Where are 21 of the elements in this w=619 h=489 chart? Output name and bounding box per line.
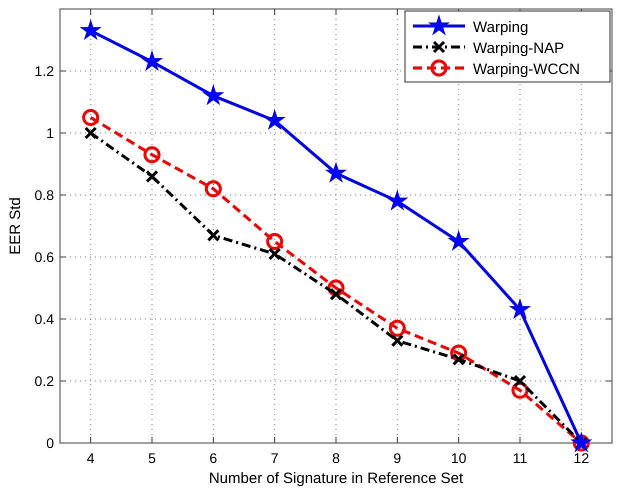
y-axis-title: EER Std [7,197,24,255]
x-tick-label: 4 [86,450,95,466]
y-tick-label: 0.6 [34,249,54,265]
x-tick-label: 5 [148,450,156,466]
x-tick-label: 11 [512,450,528,466]
y-tick-label: 0 [46,435,54,451]
x-tick-label: 7 [270,450,279,466]
x-tick-label: 6 [209,450,218,466]
y-tick-label: 0.8 [34,187,54,203]
legend-label: Warping-NAP [473,40,564,57]
x-axis-title: Number of Signature in Reference Set [208,470,464,487]
x-tick-label: 12 [574,450,590,466]
y-tick-label: 1.2 [34,63,54,79]
y-tick-label: 0.2 [34,373,54,389]
x-tick-label: 8 [332,450,340,466]
y-tick-label: 1 [46,125,54,141]
legend-label: Warping [473,19,528,36]
x-tick-label: 9 [393,450,402,466]
x-tick-label: 10 [450,450,467,466]
y-tick-label: 0.4 [34,311,54,327]
legend-label: Warping-WCCN [473,61,580,78]
